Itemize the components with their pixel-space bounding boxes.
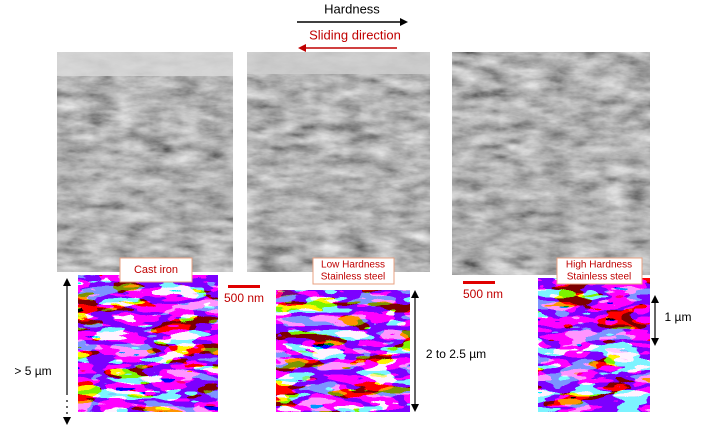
- micrograph: [57, 52, 233, 272]
- scale-label: 500 nm: [224, 291, 264, 305]
- arrowhead: [63, 417, 71, 425]
- sliding-arrowhead: [298, 44, 306, 52]
- micrograph: [452, 52, 650, 275]
- scale-bar: [463, 281, 495, 284]
- micrograph: [247, 52, 430, 272]
- hardness-arrowhead: [400, 18, 408, 26]
- scale-label: 500 nm: [463, 287, 503, 301]
- hardness-label: Hardness: [324, 1, 380, 16]
- micrograph-surface: [57, 52, 233, 76]
- arrowhead: [651, 338, 659, 346]
- arrowhead: [411, 404, 419, 412]
- ebsd-map: [538, 278, 650, 412]
- arrowhead: [63, 278, 71, 286]
- scale-bar: [228, 285, 260, 288]
- ebsd-map: [78, 275, 218, 412]
- depth-label: > 5 µm: [14, 364, 51, 378]
- depth-label: 1 µm: [665, 310, 692, 324]
- figure: Hardness Sliding direction Cast iron Low…: [0, 0, 706, 427]
- panel-label: Cast iron: [134, 264, 178, 276]
- panel-label: Stainless steel: [321, 272, 385, 283]
- sliding-label: Sliding direction: [309, 27, 401, 42]
- panel-label: High Hardness: [566, 260, 632, 271]
- arrowhead: [411, 290, 419, 298]
- panel-label: Low Hardness: [321, 260, 385, 271]
- depth-label: 2 to 2.5 µm: [426, 347, 486, 361]
- micrograph-surface: [247, 52, 430, 74]
- panel-label: Stainless steel: [567, 272, 631, 283]
- arrowhead: [651, 295, 659, 303]
- ebsd-map: [276, 290, 410, 412]
